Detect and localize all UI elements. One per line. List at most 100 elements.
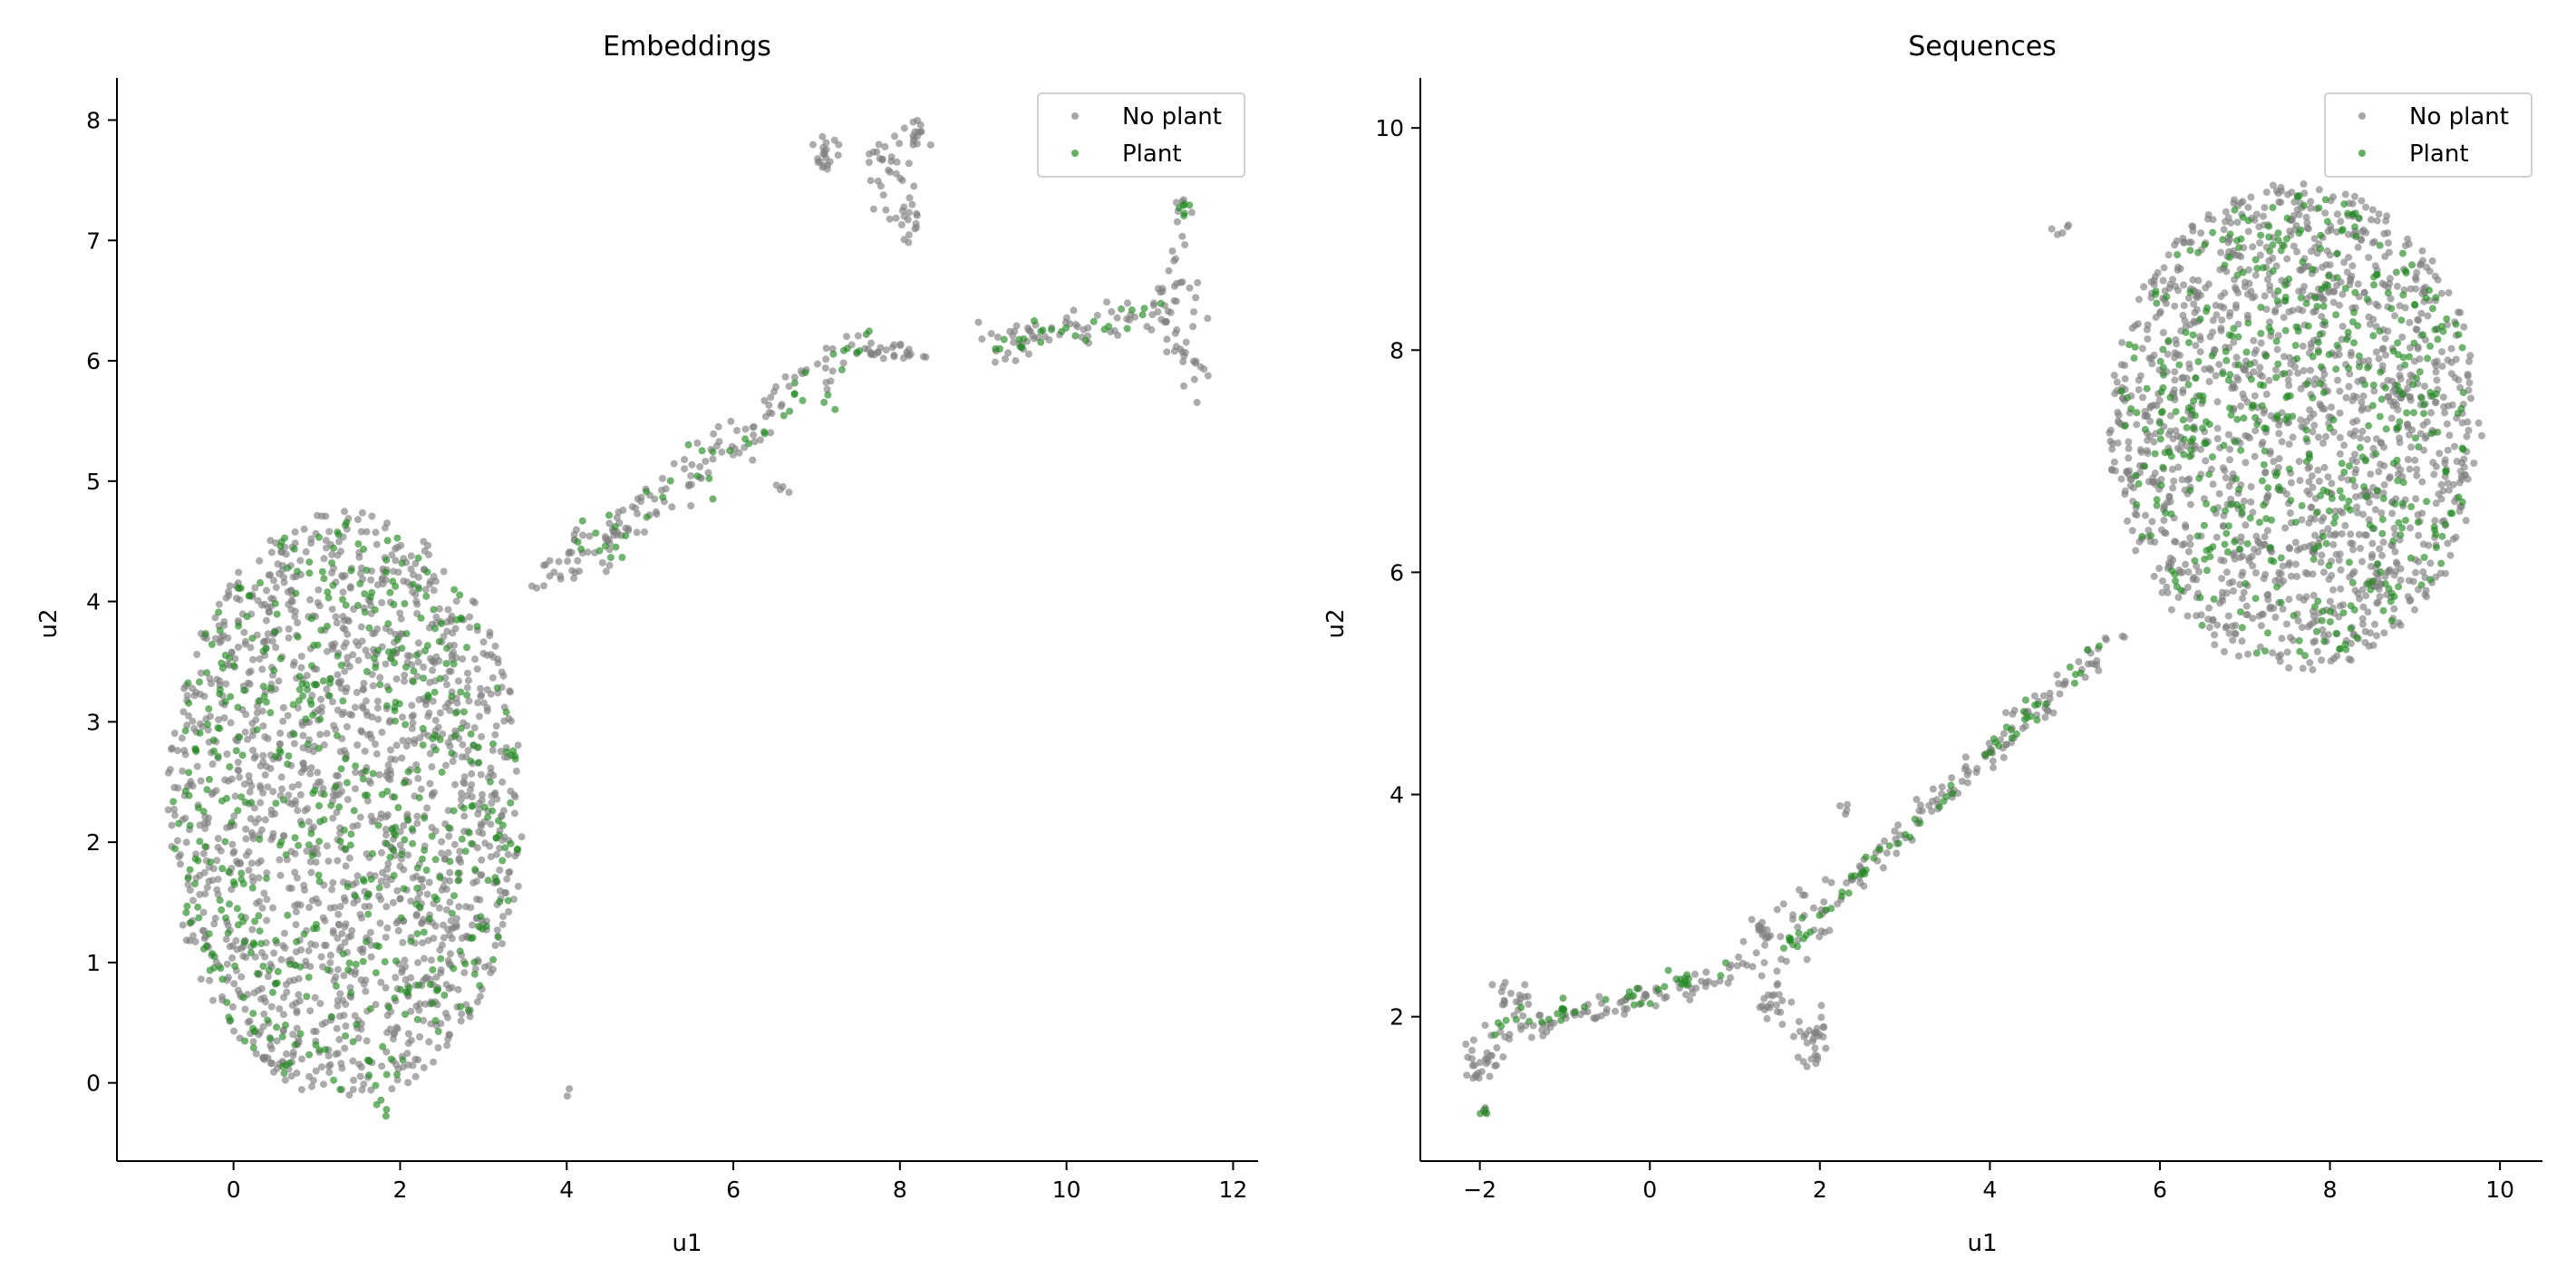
sequences-point-no-plant <box>1525 1000 1533 1008</box>
embeddings-point-plant <box>203 669 211 677</box>
embeddings-point-plant <box>456 591 464 599</box>
sequences-point-plant <box>2316 380 2324 388</box>
sequences-point-plant <box>2200 521 2208 529</box>
embeddings-point-no-plant <box>290 976 298 984</box>
embeddings-point-no-plant <box>598 558 606 567</box>
sequences-point-plant <box>2379 606 2387 615</box>
embeddings-point-plant <box>196 678 203 686</box>
sequences-point-plant <box>2303 380 2311 388</box>
embeddings-point-no-plant <box>896 342 905 350</box>
embeddings-point-plant <box>397 985 405 993</box>
sequences-point-no-plant <box>2375 210 2383 218</box>
embeddings-point-plant <box>398 644 406 653</box>
embeddings-point-no-plant <box>293 1069 301 1077</box>
sequences-point-no-plant <box>2148 518 2156 526</box>
embeddings-point-no-plant <box>466 786 474 794</box>
sequences-point-plant <box>2163 293 2171 301</box>
sequences-point-plant <box>2191 557 2199 565</box>
sequences-point-plant <box>2192 374 2200 383</box>
sequences-point-no-plant <box>2171 368 2179 376</box>
sequences-point-plant <box>2410 339 2418 347</box>
embeddings-point-no-plant <box>714 422 722 431</box>
embeddings-point-plant <box>239 917 247 925</box>
embeddings-point-plant <box>398 850 406 858</box>
sequences-point-plant <box>2365 421 2373 430</box>
embeddings-point-plant <box>278 1032 286 1041</box>
embeddings-point-plant <box>272 799 280 808</box>
embeddings-point-no-plant <box>261 953 269 961</box>
embeddings-point-plant <box>257 940 266 947</box>
sequences-point-no-plant <box>2158 577 2166 586</box>
sequences-point-plant <box>2348 578 2357 586</box>
embeddings-point-no-plant <box>340 643 348 651</box>
embeddings-point-no-plant <box>388 551 396 559</box>
sequences-point-plant <box>2222 347 2230 355</box>
sequences-point-no-plant <box>1860 882 1868 890</box>
embeddings-point-no-plant <box>229 1002 237 1011</box>
sequences-point-no-plant <box>2000 753 2008 761</box>
embeddings-point-no-plant <box>670 460 678 468</box>
embeddings-point-plant <box>298 680 306 688</box>
sequences-point-plant <box>2205 470 2213 479</box>
sequences-point-no-plant <box>2212 372 2220 380</box>
embeddings-point-plant <box>371 605 379 614</box>
embeddings-point-no-plant <box>285 625 293 633</box>
sequences-point-plant <box>2345 462 2353 470</box>
embeddings-point-plant <box>336 1086 344 1093</box>
embeddings-point-no-plant <box>566 1085 574 1093</box>
embeddings-point-plant <box>461 960 470 968</box>
embeddings-point-no-plant <box>177 860 184 868</box>
embeddings-point-plant <box>468 839 476 847</box>
embeddings-point-plant <box>324 622 331 630</box>
sequences-point-no-plant <box>2196 348 2204 356</box>
embeddings-point-no-plant <box>602 567 610 576</box>
sequences-point-plant <box>2314 597 2322 605</box>
embeddings-point-plant <box>187 918 195 926</box>
embeddings-point-no-plant <box>490 790 499 799</box>
sequences-point-no-plant <box>2140 283 2148 291</box>
embeddings-point-no-plant <box>550 568 558 576</box>
sequences-point-no-plant <box>1752 949 1760 957</box>
sequences-point-plant <box>2167 510 2175 518</box>
sequences-point-no-plant <box>2266 318 2273 326</box>
sequences-point-no-plant <box>2151 538 2159 546</box>
sequences-point-plant <box>1559 994 1567 1002</box>
embeddings-point-no-plant <box>186 886 194 894</box>
embeddings-point-no-plant <box>305 946 313 954</box>
embeddings-point-plant <box>489 955 497 964</box>
embeddings-point-plant <box>327 801 335 809</box>
embeddings-point-no-plant <box>428 763 436 770</box>
embeddings-point-plant <box>218 905 226 914</box>
sequences-point-no-plant <box>2310 531 2319 539</box>
embeddings-point-no-plant <box>353 688 361 696</box>
embeddings-point-plant <box>415 794 423 802</box>
sequences-point-no-plant <box>2173 340 2181 348</box>
embeddings-point-plant <box>382 1112 390 1120</box>
embeddings-point-no-plant <box>234 859 242 867</box>
embeddings-point-no-plant <box>480 963 489 971</box>
sequences-point-plant <box>2210 596 2218 603</box>
embeddings-point-no-plant <box>293 874 301 882</box>
sequences-point-no-plant <box>2446 551 2455 559</box>
embeddings-point-no-plant <box>483 686 491 693</box>
sequences-point-no-plant <box>2194 276 2203 285</box>
sequences-point-plant <box>2269 204 2277 211</box>
sequences-point-no-plant <box>2243 290 2252 298</box>
sequences-point-no-plant <box>2298 516 2306 524</box>
sequences-point-no-plant <box>2273 345 2281 353</box>
embeddings-point-no-plant <box>340 1012 348 1020</box>
embeddings-point-plant <box>387 1055 395 1063</box>
embeddings-point-plant <box>293 938 301 945</box>
sequences-point-no-plant <box>2222 218 2229 226</box>
embeddings-point-no-plant <box>168 744 176 752</box>
sequences-point-no-plant <box>2171 241 2179 249</box>
embeddings-point-plant <box>780 412 788 420</box>
embeddings-point-plant <box>790 391 799 398</box>
sequences-point-no-plant <box>2320 405 2329 413</box>
embeddings-point-no-plant <box>555 557 563 566</box>
sequences-point-no-plant <box>1651 1002 1660 1010</box>
embeddings-point-no-plant <box>215 716 222 723</box>
embeddings-point-plant <box>266 684 275 692</box>
sequences-point-no-plant <box>2404 456 2412 463</box>
sequences-point-plant <box>2194 248 2202 257</box>
